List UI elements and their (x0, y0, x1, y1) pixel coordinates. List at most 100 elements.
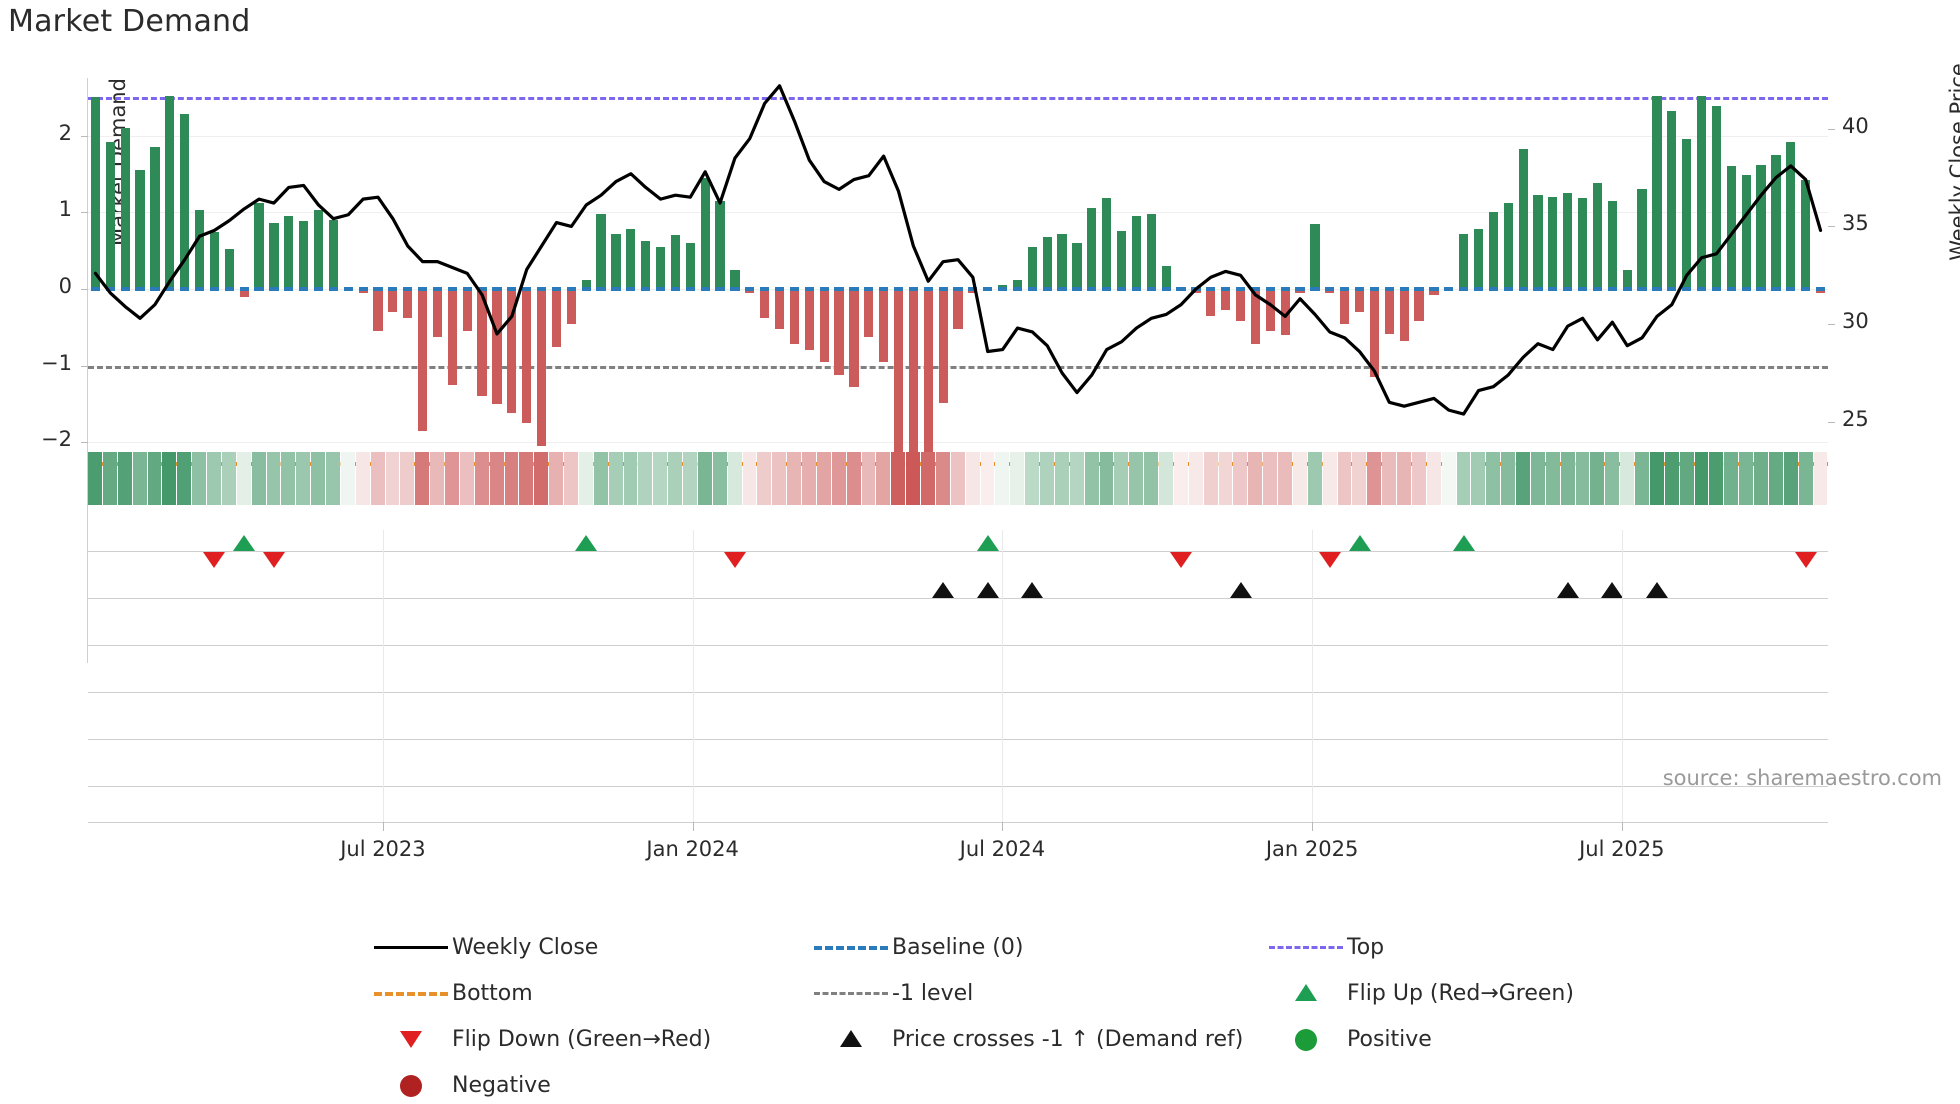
chart-legend: Weekly Close Baseline (0) Top Bottom -1 leve… (370, 928, 1650, 1104)
demand-bar (1652, 95, 1662, 289)
demand-bar (1280, 289, 1290, 336)
heatmap-cell (1040, 452, 1054, 505)
baseline-segment (641, 287, 651, 291)
line-dashed-blue-icon (810, 935, 892, 959)
y-tick-left: −2 (41, 427, 72, 452)
x-gridline (1002, 530, 1004, 822)
legend-item[interactable]: Negative (370, 1066, 810, 1104)
reference-line-top (88, 97, 1828, 101)
heatmap-cell (1709, 452, 1724, 505)
baseline-segment (774, 287, 785, 291)
demand-bar (1756, 164, 1766, 289)
circle-green-icon (1265, 1027, 1347, 1051)
x-gridline (692, 530, 694, 822)
demand-bar (908, 289, 918, 485)
x-tick-mark (382, 822, 384, 831)
demand-bar (492, 289, 502, 405)
demand-bar (789, 289, 800, 345)
heatmap-cell (1054, 452, 1069, 505)
weekly-close-line (93, 84, 1823, 416)
baseline-segment (1786, 287, 1796, 291)
baseline-segment (1221, 287, 1231, 291)
baseline-segment (1548, 287, 1558, 291)
demand-bar (194, 209, 205, 289)
heatmap-cell (697, 452, 712, 505)
heatmap-cell (370, 452, 385, 505)
demand-bar (1072, 242, 1082, 289)
legend-spacer (810, 1066, 1265, 1104)
baseline-segment (1206, 287, 1216, 291)
heatmap-cell (147, 452, 162, 505)
baseline-segment (1340, 287, 1350, 291)
legend-item[interactable]: Flip Up (Red→Green) (1265, 974, 1645, 1012)
legend-item[interactable]: Positive (1265, 1020, 1645, 1058)
demand-bar (269, 223, 279, 289)
x-tick-label: Jul 2025 (1579, 837, 1665, 861)
baseline-segment (536, 287, 547, 291)
heatmap-cell (1025, 452, 1039, 505)
marker-row-line-4 (88, 692, 1828, 693)
baseline-segment (983, 287, 993, 291)
heatmap-cell (712, 452, 727, 505)
demand-bar (1563, 193, 1573, 289)
demand-bar (1087, 208, 1097, 289)
heatmap-cell (326, 452, 340, 505)
demand-bar (938, 289, 948, 403)
heatmap-cell (1530, 452, 1545, 505)
legend-label: Top (1347, 934, 1385, 960)
baseline-segment (804, 287, 814, 291)
legend-item[interactable]: Weekly Close (370, 928, 810, 966)
baseline-segment (670, 287, 681, 291)
price-cross-marker (1645, 582, 1668, 598)
demand-bars (88, 78, 1828, 500)
demand-bar (432, 289, 443, 337)
heatmap-cell (891, 452, 906, 505)
baseline-segment (135, 287, 145, 291)
x-tick-mark (1621, 822, 1623, 831)
heatmap-cell (1501, 452, 1515, 505)
heatmap-cell (935, 452, 950, 505)
baseline-segment (373, 287, 383, 291)
baseline-segment (180, 287, 190, 291)
heatmap-cell (1382, 452, 1396, 505)
demand-bar (1131, 216, 1142, 289)
y-tick-left: 2 (58, 120, 72, 145)
heatmap-cell (1560, 452, 1575, 505)
demand-bar (834, 289, 844, 375)
flip-down-marker (1794, 552, 1817, 568)
demand-bar (611, 233, 621, 289)
baseline-segment (328, 287, 338, 291)
baseline-segment (893, 287, 904, 291)
heatmap-cell (1798, 452, 1813, 505)
legend-item[interactable]: Bottom (370, 974, 810, 1012)
baseline-segment (1176, 287, 1186, 291)
heatmap-cell (1590, 452, 1605, 505)
heatmap-cell (802, 452, 816, 505)
demand-bar (254, 203, 264, 289)
legend-item[interactable]: Top (1265, 928, 1645, 966)
legend-item[interactable]: Baseline (0) (810, 928, 1265, 966)
baseline-segment (1042, 287, 1052, 291)
y-tick-right: 25 (1842, 406, 1869, 431)
heatmap-cell (578, 452, 593, 505)
heatmap-cell (787, 452, 801, 505)
heatmap-cell (1129, 452, 1144, 505)
demand-bar (1399, 289, 1409, 342)
demand-bar (626, 229, 636, 289)
baseline-segment (313, 287, 324, 291)
triangle-up-black-icon (810, 1027, 892, 1051)
legend-item[interactable]: Price crosses -1 ↑ (Demand ref) (810, 1020, 1265, 1058)
demand-bar (685, 242, 695, 289)
legend-item[interactable]: Flip Down (Green→Red) (370, 1020, 810, 1058)
demand-bar (165, 95, 175, 289)
demand-bar (1726, 166, 1736, 289)
triangle-up-green-icon (1265, 981, 1347, 1005)
baseline-segment (1250, 287, 1261, 291)
legend-item[interactable]: -1 level (810, 974, 1265, 1012)
price-cross-marker (976, 582, 999, 598)
heatmap-cell (1144, 452, 1158, 505)
baseline-segment (1607, 287, 1617, 291)
baseline-segment (194, 287, 205, 291)
heatmap-cell (355, 452, 370, 505)
legend-label: -1 level (892, 980, 974, 1006)
